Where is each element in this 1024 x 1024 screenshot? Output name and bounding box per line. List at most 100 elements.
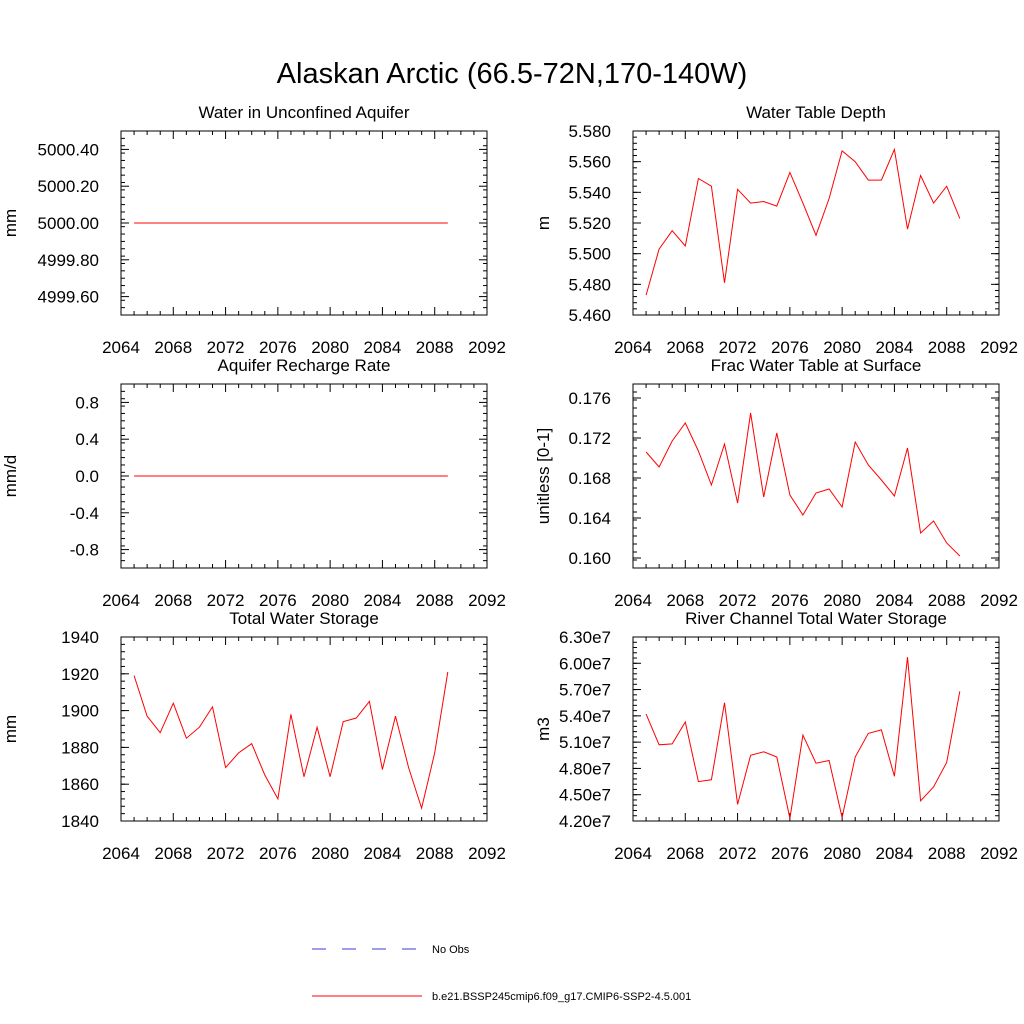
x-tick-label: 2064: [102, 591, 140, 610]
y-axis-label: mm/d: [1, 455, 20, 498]
x-tick-label: 2088: [928, 338, 966, 357]
x-tick-label: 2068: [666, 844, 704, 863]
y-axis-label: mm: [1, 715, 20, 743]
y-axis-label: mm: [1, 209, 20, 237]
y-tick-label: 6.00e7: [559, 654, 611, 673]
y-tick-label: 5.480: [568, 275, 611, 294]
x-tick-label: 2080: [311, 338, 349, 357]
y-tick-label: 0.176: [568, 389, 611, 408]
y-tick-label: 5.580: [568, 122, 611, 141]
x-tick-label: 2092: [468, 844, 506, 863]
figure-title: Alaskan Arctic (66.5-72N,170-140W): [277, 58, 748, 90]
y-axis-label: m: [534, 216, 553, 230]
x-tick-label: 2064: [102, 844, 140, 863]
y-tick-label: 1940: [61, 628, 99, 647]
chart-title: Frac Water Table at Surface: [711, 356, 922, 375]
y-tick-label: 1840: [61, 812, 99, 831]
x-tick-label: 2084: [876, 591, 914, 610]
x-tick-label: 2072: [719, 338, 757, 357]
chart-total-water-storage: Total Water Storage mm 2064 2068 2072 2076 208…: [1, 609, 506, 863]
chart-water-in-unconfined-aquifer: Water in Unconfined Aquifer mm 2064 2068 207…: [1, 103, 506, 357]
x-tick-label: 2088: [416, 591, 454, 610]
y-tick-label: 0.160: [568, 549, 611, 568]
legend-label-no-obs: No Obs: [432, 944, 470, 956]
y-tick-label: 5.460: [568, 306, 611, 325]
x-tick-label: 2068: [154, 844, 192, 863]
x-tick-label: 2084: [364, 591, 402, 610]
x-tick-label: 2072: [207, 338, 245, 357]
x-tick-label: 2068: [154, 591, 192, 610]
x-tick-label: 2064: [614, 844, 652, 863]
chart-frac-water-table-at-surface: Frac Water Table at Surface unitless [0-1…: [534, 356, 1018, 610]
series-line: [133, 671, 449, 810]
x-tick-label: 2080: [823, 844, 861, 863]
y-tick-label: 5000.20: [38, 177, 99, 196]
x-tick-label: 2068: [666, 591, 704, 610]
plot-frame: [632, 636, 1000, 822]
x-tick-label: 2072: [207, 591, 245, 610]
x-tick-label: 2072: [719, 844, 757, 863]
chart-title: River Channel Total Water Storage: [685, 609, 947, 628]
chart-title: Water Table Depth: [746, 103, 886, 122]
chart-river-channel-total-water-storage: River Channel Total Water Storage m3 2064 2…: [534, 609, 1018, 863]
y-tick-label: 0.0: [75, 467, 99, 486]
x-tick-label: 2080: [823, 338, 861, 357]
x-tick-label: 2080: [311, 591, 349, 610]
x-tick-label: 2076: [259, 591, 297, 610]
legend: No Obs b.e21.BSSP245cmip6.f09_g17.CMIP6-…: [312, 944, 691, 1003]
chart-title: Total Water Storage: [229, 609, 379, 628]
x-tick-label: 2092: [468, 591, 506, 610]
y-tick-label: 5.500: [568, 245, 611, 264]
y-tick-label: 5000.00: [38, 214, 99, 233]
x-tick-label: 2092: [980, 844, 1018, 863]
x-tick-label: 2076: [259, 338, 297, 357]
y-tick-label: 4999.80: [38, 251, 99, 270]
chart-title: Aquifer Recharge Rate: [218, 356, 391, 375]
y-tick-label: 1900: [61, 702, 99, 721]
y-tick-label: 1920: [61, 665, 99, 684]
y-tick-label: 4999.60: [38, 288, 99, 307]
x-tick-label: 2084: [364, 338, 402, 357]
y-tick-label: -0.8: [70, 541, 99, 560]
chart-panels: Water in Unconfined Aquifer mm 2064 2068 207…: [1, 103, 1018, 863]
y-tick-label: 5.40e7: [559, 707, 611, 726]
y-tick-label: 0.4: [75, 430, 99, 449]
y-tick-label: 1860: [61, 775, 99, 794]
y-tick-label: 1880: [61, 738, 99, 757]
x-tick-label: 2088: [928, 844, 966, 863]
series-line: [645, 412, 961, 557]
plot-frame: [632, 130, 1000, 316]
x-tick-label: 2076: [771, 591, 809, 610]
x-tick-label: 2080: [311, 844, 349, 863]
plot-frame: [120, 636, 488, 822]
plot-frame: [632, 383, 1000, 569]
y-tick-label: 0.164: [568, 509, 611, 528]
y-tick-label: 5.520: [568, 214, 611, 233]
x-tick-label: 2068: [666, 338, 704, 357]
y-tick-label: 0.172: [568, 429, 611, 448]
series-line: [645, 657, 961, 819]
x-tick-label: 2064: [102, 338, 140, 357]
x-tick-label: 2076: [771, 844, 809, 863]
x-tick-label: 2064: [614, 591, 652, 610]
x-tick-label: 2076: [771, 338, 809, 357]
y-tick-label: 0.8: [75, 393, 99, 412]
y-tick-label: 6.30e7: [559, 628, 611, 647]
x-tick-label: 2088: [416, 338, 454, 357]
x-tick-label: 2072: [719, 591, 757, 610]
y-tick-label: 4.80e7: [559, 759, 611, 778]
y-tick-label: 4.50e7: [559, 786, 611, 805]
x-tick-label: 2088: [928, 591, 966, 610]
x-tick-label: 2088: [416, 844, 454, 863]
series-line: [645, 147, 961, 296]
y-tick-label: -0.4: [70, 504, 99, 523]
x-tick-label: 2072: [207, 844, 245, 863]
legend-label-model: b.e21.BSSP245cmip6.f09_g17.CMIP6-SSP2-4.…: [432, 991, 691, 1003]
x-tick-label: 2080: [823, 591, 861, 610]
x-tick-label: 2092: [468, 338, 506, 357]
y-tick-label: 5.560: [568, 153, 611, 172]
y-tick-label: 5.10e7: [559, 733, 611, 752]
y-axis-label: m3: [534, 717, 553, 741]
x-tick-label: 2084: [876, 338, 914, 357]
